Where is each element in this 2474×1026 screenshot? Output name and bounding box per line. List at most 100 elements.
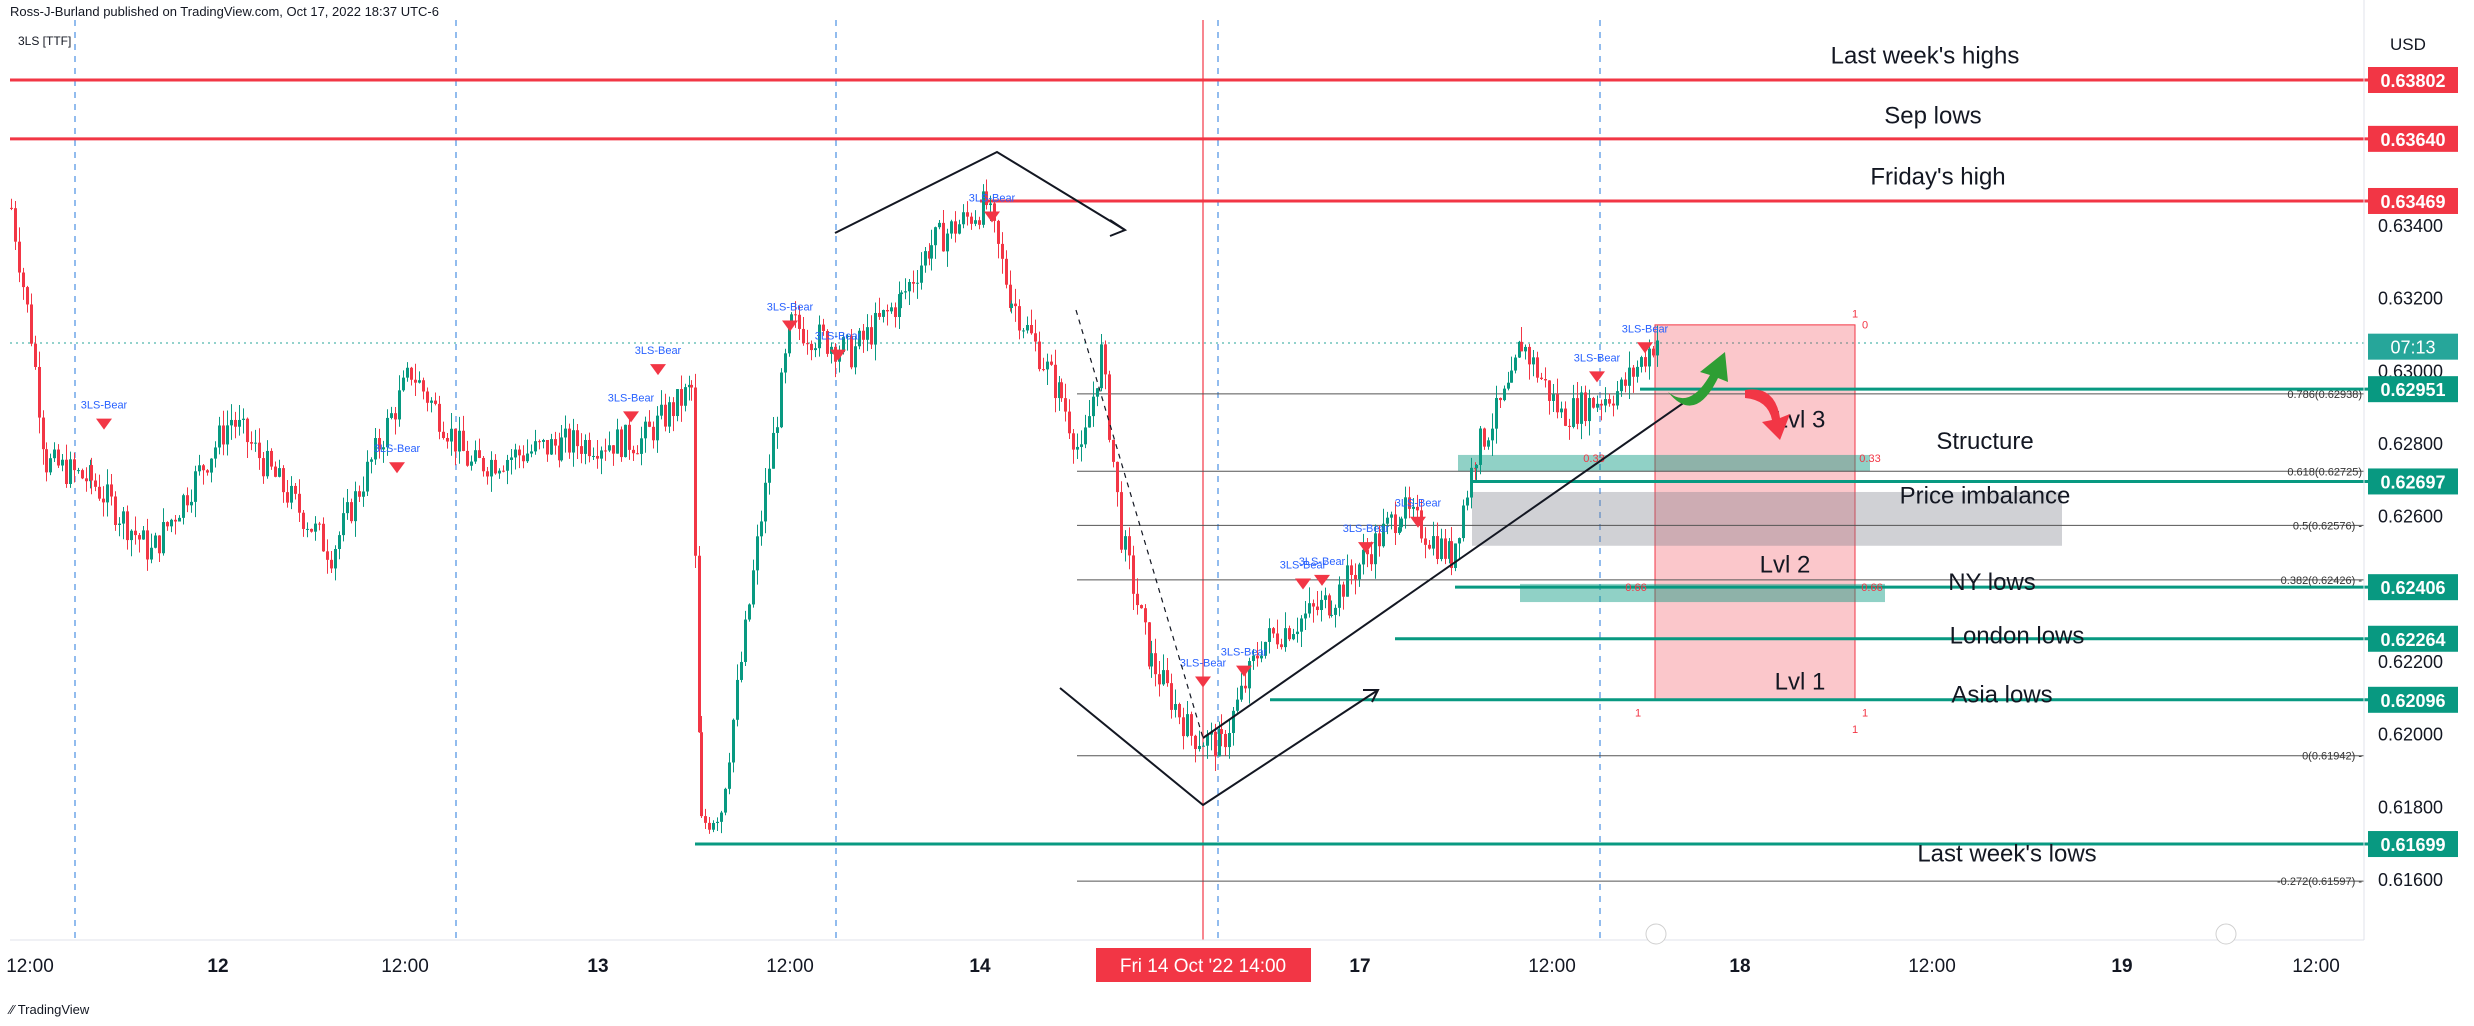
- candle-body: [1144, 608, 1147, 623]
- candle-body: [542, 439, 545, 442]
- candle-body: [1350, 565, 1353, 575]
- candle-body: [98, 486, 101, 499]
- candle-body: [362, 491, 365, 497]
- candle-body: [660, 404, 663, 416]
- candle-body: [302, 512, 305, 529]
- candle-body: [1308, 603, 1311, 614]
- price-badge-0.61699: [2368, 831, 2458, 858]
- candle-body: [1507, 382, 1510, 389]
- candle-body: [322, 523, 325, 552]
- candle-body: [624, 424, 627, 458]
- candle-body: [1220, 729, 1223, 734]
- candle-body: [768, 468, 771, 483]
- bullish-arrow-icon: [1668, 352, 1728, 406]
- candle-body: [850, 335, 853, 368]
- candle-body: [498, 470, 501, 474]
- candle-body: [1054, 364, 1057, 399]
- bear-signal-label: 3LS-Bear: [1343, 523, 1390, 535]
- symbol-label: 3LS [TTF]: [18, 34, 72, 48]
- candle-body: [1058, 382, 1061, 399]
- candle-body: [202, 465, 205, 471]
- candle-body: [286, 492, 289, 503]
- candle-body: [278, 468, 281, 477]
- candle-body: [126, 511, 129, 541]
- candle-body: [1428, 544, 1431, 549]
- candle-body: [118, 523, 121, 525]
- candle-body: [1206, 734, 1209, 746]
- candle-body: [258, 442, 261, 459]
- candle-body: [1022, 330, 1025, 332]
- candle-body: [842, 337, 845, 353]
- candle-body: [648, 421, 651, 427]
- top-pattern-line: [834, 150, 1126, 234]
- candle-body: [85, 478, 88, 482]
- candle-body: [1436, 536, 1439, 560]
- candle-body: [1462, 505, 1465, 539]
- candle-body: [1194, 735, 1197, 750]
- candle-body: [1495, 397, 1498, 429]
- candle-body: [1520, 341, 1523, 352]
- bear-signal-marker: [1236, 665, 1252, 677]
- candle-body: [94, 480, 97, 487]
- candle-body: [65, 459, 68, 485]
- candle-body: [790, 314, 793, 324]
- candle-body: [330, 559, 333, 569]
- candle-body: [298, 493, 301, 513]
- candle-body: [494, 459, 497, 474]
- candle-body: [1632, 367, 1635, 377]
- candle-body: [1084, 427, 1087, 445]
- candle-body: [10, 207, 13, 209]
- candle-body: [346, 502, 349, 514]
- level-text-0.63469: Friday's high: [1870, 164, 2005, 191]
- candle-body: [1556, 394, 1559, 413]
- price-imbalance-box: [1472, 491, 2062, 546]
- candle-body: [422, 380, 425, 392]
- candle-body: [1475, 464, 1478, 469]
- candle-body: [1198, 745, 1201, 750]
- candle-body: [1236, 699, 1239, 711]
- candle-body: [26, 287, 29, 305]
- candle-body: [1532, 357, 1535, 365]
- bear-signal-marker: [1314, 574, 1330, 586]
- candle-body: [1528, 346, 1531, 365]
- candle-body: [1544, 379, 1547, 381]
- candle-body: [616, 429, 619, 454]
- candle-body: [1404, 497, 1407, 519]
- candle-body: [870, 327, 873, 345]
- candle-body: [1576, 398, 1579, 424]
- candle-body: [458, 430, 461, 452]
- candle-body: [1328, 595, 1331, 616]
- candle-body: [904, 291, 907, 293]
- candle-body: [1300, 618, 1303, 632]
- candle-body: [688, 384, 691, 388]
- candle-body: [736, 679, 739, 720]
- candle-body: [1132, 555, 1135, 594]
- candle-body: [698, 555, 701, 733]
- candle-body: [1304, 613, 1307, 619]
- candle-body: [1096, 388, 1099, 397]
- price-badge-text: 0.63640: [2380, 130, 2445, 150]
- candle-body: [382, 447, 385, 450]
- candle-body: [716, 821, 719, 824]
- candle-body: [77, 470, 80, 472]
- bear-signal-label: 3LS-Bear: [1221, 647, 1268, 659]
- candle-body: [1228, 732, 1231, 748]
- candle-body: [920, 265, 923, 283]
- level-text-0.62264: London lows: [1950, 622, 2085, 649]
- bearish-arrow-icon: [1745, 389, 1790, 440]
- candle-body: [776, 427, 779, 433]
- candle-body: [1552, 394, 1555, 401]
- level-text-0.62096: Asia lows: [1951, 682, 2052, 709]
- candle-body: [1466, 497, 1469, 506]
- candle-body: [954, 221, 957, 234]
- candle-body: [1648, 348, 1651, 367]
- candle-body: [886, 310, 889, 312]
- candle-body: [564, 428, 567, 438]
- candle-body: [982, 191, 985, 225]
- candle-body: [1076, 446, 1079, 450]
- candle-body: [1408, 497, 1411, 509]
- candle-body: [1640, 357, 1643, 367]
- candle-body: [1324, 595, 1327, 600]
- candle-body: [806, 343, 809, 345]
